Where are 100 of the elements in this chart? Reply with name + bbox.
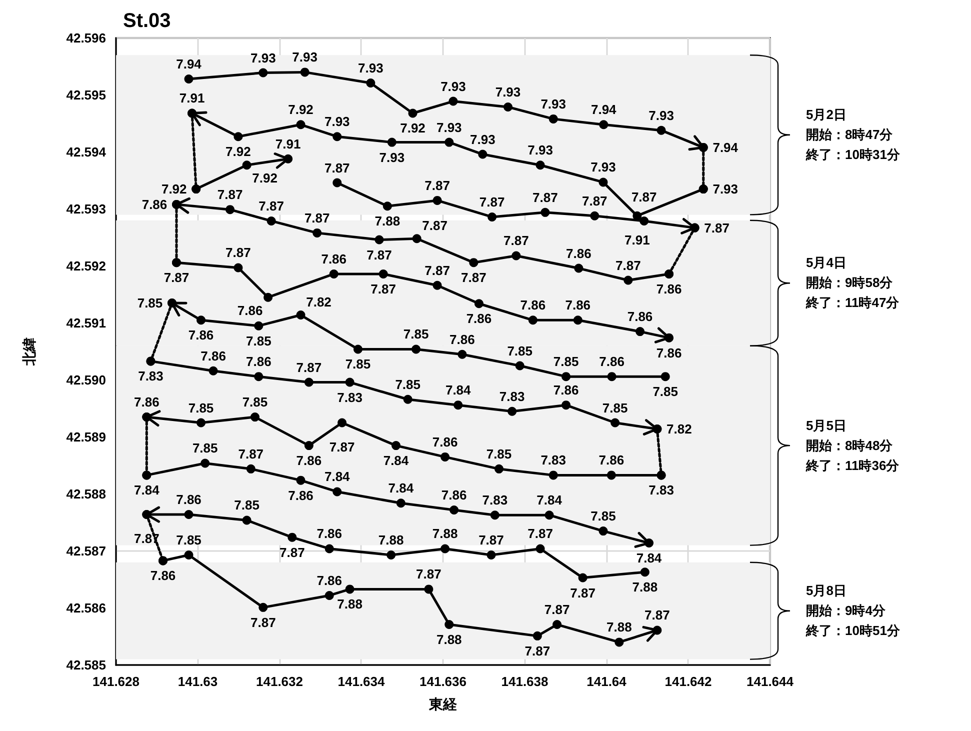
annotation: 7.85: [507, 343, 532, 358]
annotation: 7.87: [631, 189, 657, 204]
x-tick-label: 141.628: [92, 674, 140, 689]
text: 終了：10時31分: [806, 146, 900, 164]
annotation: 7.92: [226, 144, 251, 160]
annotation: 7.88: [337, 596, 362, 612]
annotation: 7.87: [217, 187, 243, 202]
annotation: 7.87: [366, 247, 392, 262]
annotation: 7.93: [379, 150, 405, 165]
annotation: 7.87: [370, 281, 396, 296]
annotation: 7.87: [704, 220, 730, 236]
annotation: 7.83: [648, 482, 674, 498]
annotation: 7.86: [288, 488, 314, 503]
annotation: 7.86: [656, 281, 682, 296]
annotation: 7.92: [288, 102, 314, 118]
annotation: 7.87: [544, 602, 570, 618]
annotation: 7.86: [316, 526, 342, 542]
annotation: 7.86: [598, 452, 624, 468]
annotation: 7.93: [495, 84, 521, 100]
y-tick-label: 42.594: [66, 144, 107, 160]
annotation: 7.86: [188, 328, 214, 343]
annotation: 7.87: [524, 643, 550, 658]
x-tick-label: 141.642: [664, 674, 712, 689]
annotation: 7.91: [275, 136, 301, 152]
annotation: 7.91: [179, 90, 205, 106]
annotation: 7.86: [565, 298, 591, 313]
annotation: 7.87: [532, 190, 558, 205]
annotation: 7.93: [590, 160, 616, 175]
annotation: 7.86: [142, 196, 168, 212]
annotation: 7.85: [403, 326, 429, 342]
annotation: 7.84: [134, 482, 160, 498]
annotation: 7.87: [422, 218, 448, 234]
annotation: 7.83: [337, 390, 362, 405]
y-tick-label: 42.585: [66, 658, 106, 672]
annotation: 7.93: [540, 96, 566, 112]
annotation: 7.86: [246, 354, 272, 370]
annotation: 7.85: [137, 296, 163, 311]
y-tick-label: 42.587: [66, 544, 106, 558]
annotation: 7.87: [478, 532, 504, 548]
annotation: 7.86: [656, 345, 682, 360]
annotation: 7.86: [432, 434, 458, 450]
annotation: 7.85: [234, 498, 260, 513]
band-label: 5月2日: [806, 106, 848, 124]
annotation: 7.83: [540, 452, 566, 468]
y-tick-label: 42.589: [66, 430, 106, 444]
annotation: 7.87: [280, 544, 305, 560]
chart-title: St.03: [123, 10, 171, 32]
annotation: 7.93: [648, 108, 674, 123]
annotation: 7.85: [590, 508, 616, 524]
y-tick-label: 42.590: [66, 372, 106, 388]
annotation: 7.93: [712, 182, 738, 197]
annotation: 7.86: [566, 246, 592, 261]
annotation: 7.86: [321, 251, 347, 266]
annotation: 7.87: [479, 194, 505, 210]
annotation: 7.85: [188, 400, 214, 416]
annotation: 7.87: [258, 198, 284, 214]
y-tick-label: 42.586: [66, 600, 106, 616]
annotation: 7.94: [712, 140, 739, 155]
annotation: 7.93: [292, 50, 318, 65]
y-tick-label: 42.596: [66, 30, 106, 46]
annotation: 7.94: [590, 102, 618, 118]
annotation: 7.85: [246, 333, 272, 348]
x-tick-label: 141.636: [420, 674, 466, 689]
annotation: 7.87: [416, 566, 442, 582]
annotation: 7.83: [138, 368, 164, 384]
annotation: 7.93: [528, 142, 553, 158]
annotation: 7.86: [237, 302, 263, 318]
annotation: 7.87: [296, 360, 322, 375]
annotation: 7.85: [652, 384, 678, 400]
annotation: 7.87: [424, 178, 450, 193]
annotation: 7.85: [553, 354, 579, 370]
annotation: 7.86: [599, 354, 624, 370]
annotation: 7.87: [304, 210, 330, 226]
annotation: 7.88: [432, 526, 458, 542]
annotation: 7.82: [306, 294, 332, 310]
annotation: 7.93: [324, 114, 350, 130]
annotation: 7.85: [242, 394, 268, 410]
text: 開始：8時48分: [806, 436, 894, 455]
annotation: 7.87: [324, 160, 350, 176]
annotation: 7.85: [192, 440, 218, 456]
annotation: 7.86: [150, 568, 176, 584]
annotation: 7.92: [400, 120, 426, 136]
band-label: 5月8日: [806, 582, 848, 600]
annotation: 7.88: [606, 620, 632, 635]
x-tick-label: 141.634: [338, 674, 386, 689]
y-tick-label: 42.593: [66, 202, 106, 216]
annotation: 7.88: [374, 214, 400, 229]
band-label: 5月5日: [806, 416, 848, 435]
annotation: 7.92: [161, 182, 187, 197]
annotation: 7.86: [466, 311, 492, 326]
y-tick-label: 42.588: [66, 486, 106, 502]
x-tick-label: 141.64: [586, 674, 628, 689]
annotation: 7.93: [470, 132, 496, 147]
y-tick-label: 42.595: [66, 88, 106, 102]
annotation: 7.84: [383, 453, 410, 468]
text: 終了：11時47分: [806, 294, 900, 312]
annotation: 7.86: [200, 348, 226, 364]
annotation: 7.93: [440, 78, 466, 94]
annotation: 7.86: [296, 453, 322, 468]
annotation: 7.87: [461, 270, 486, 286]
